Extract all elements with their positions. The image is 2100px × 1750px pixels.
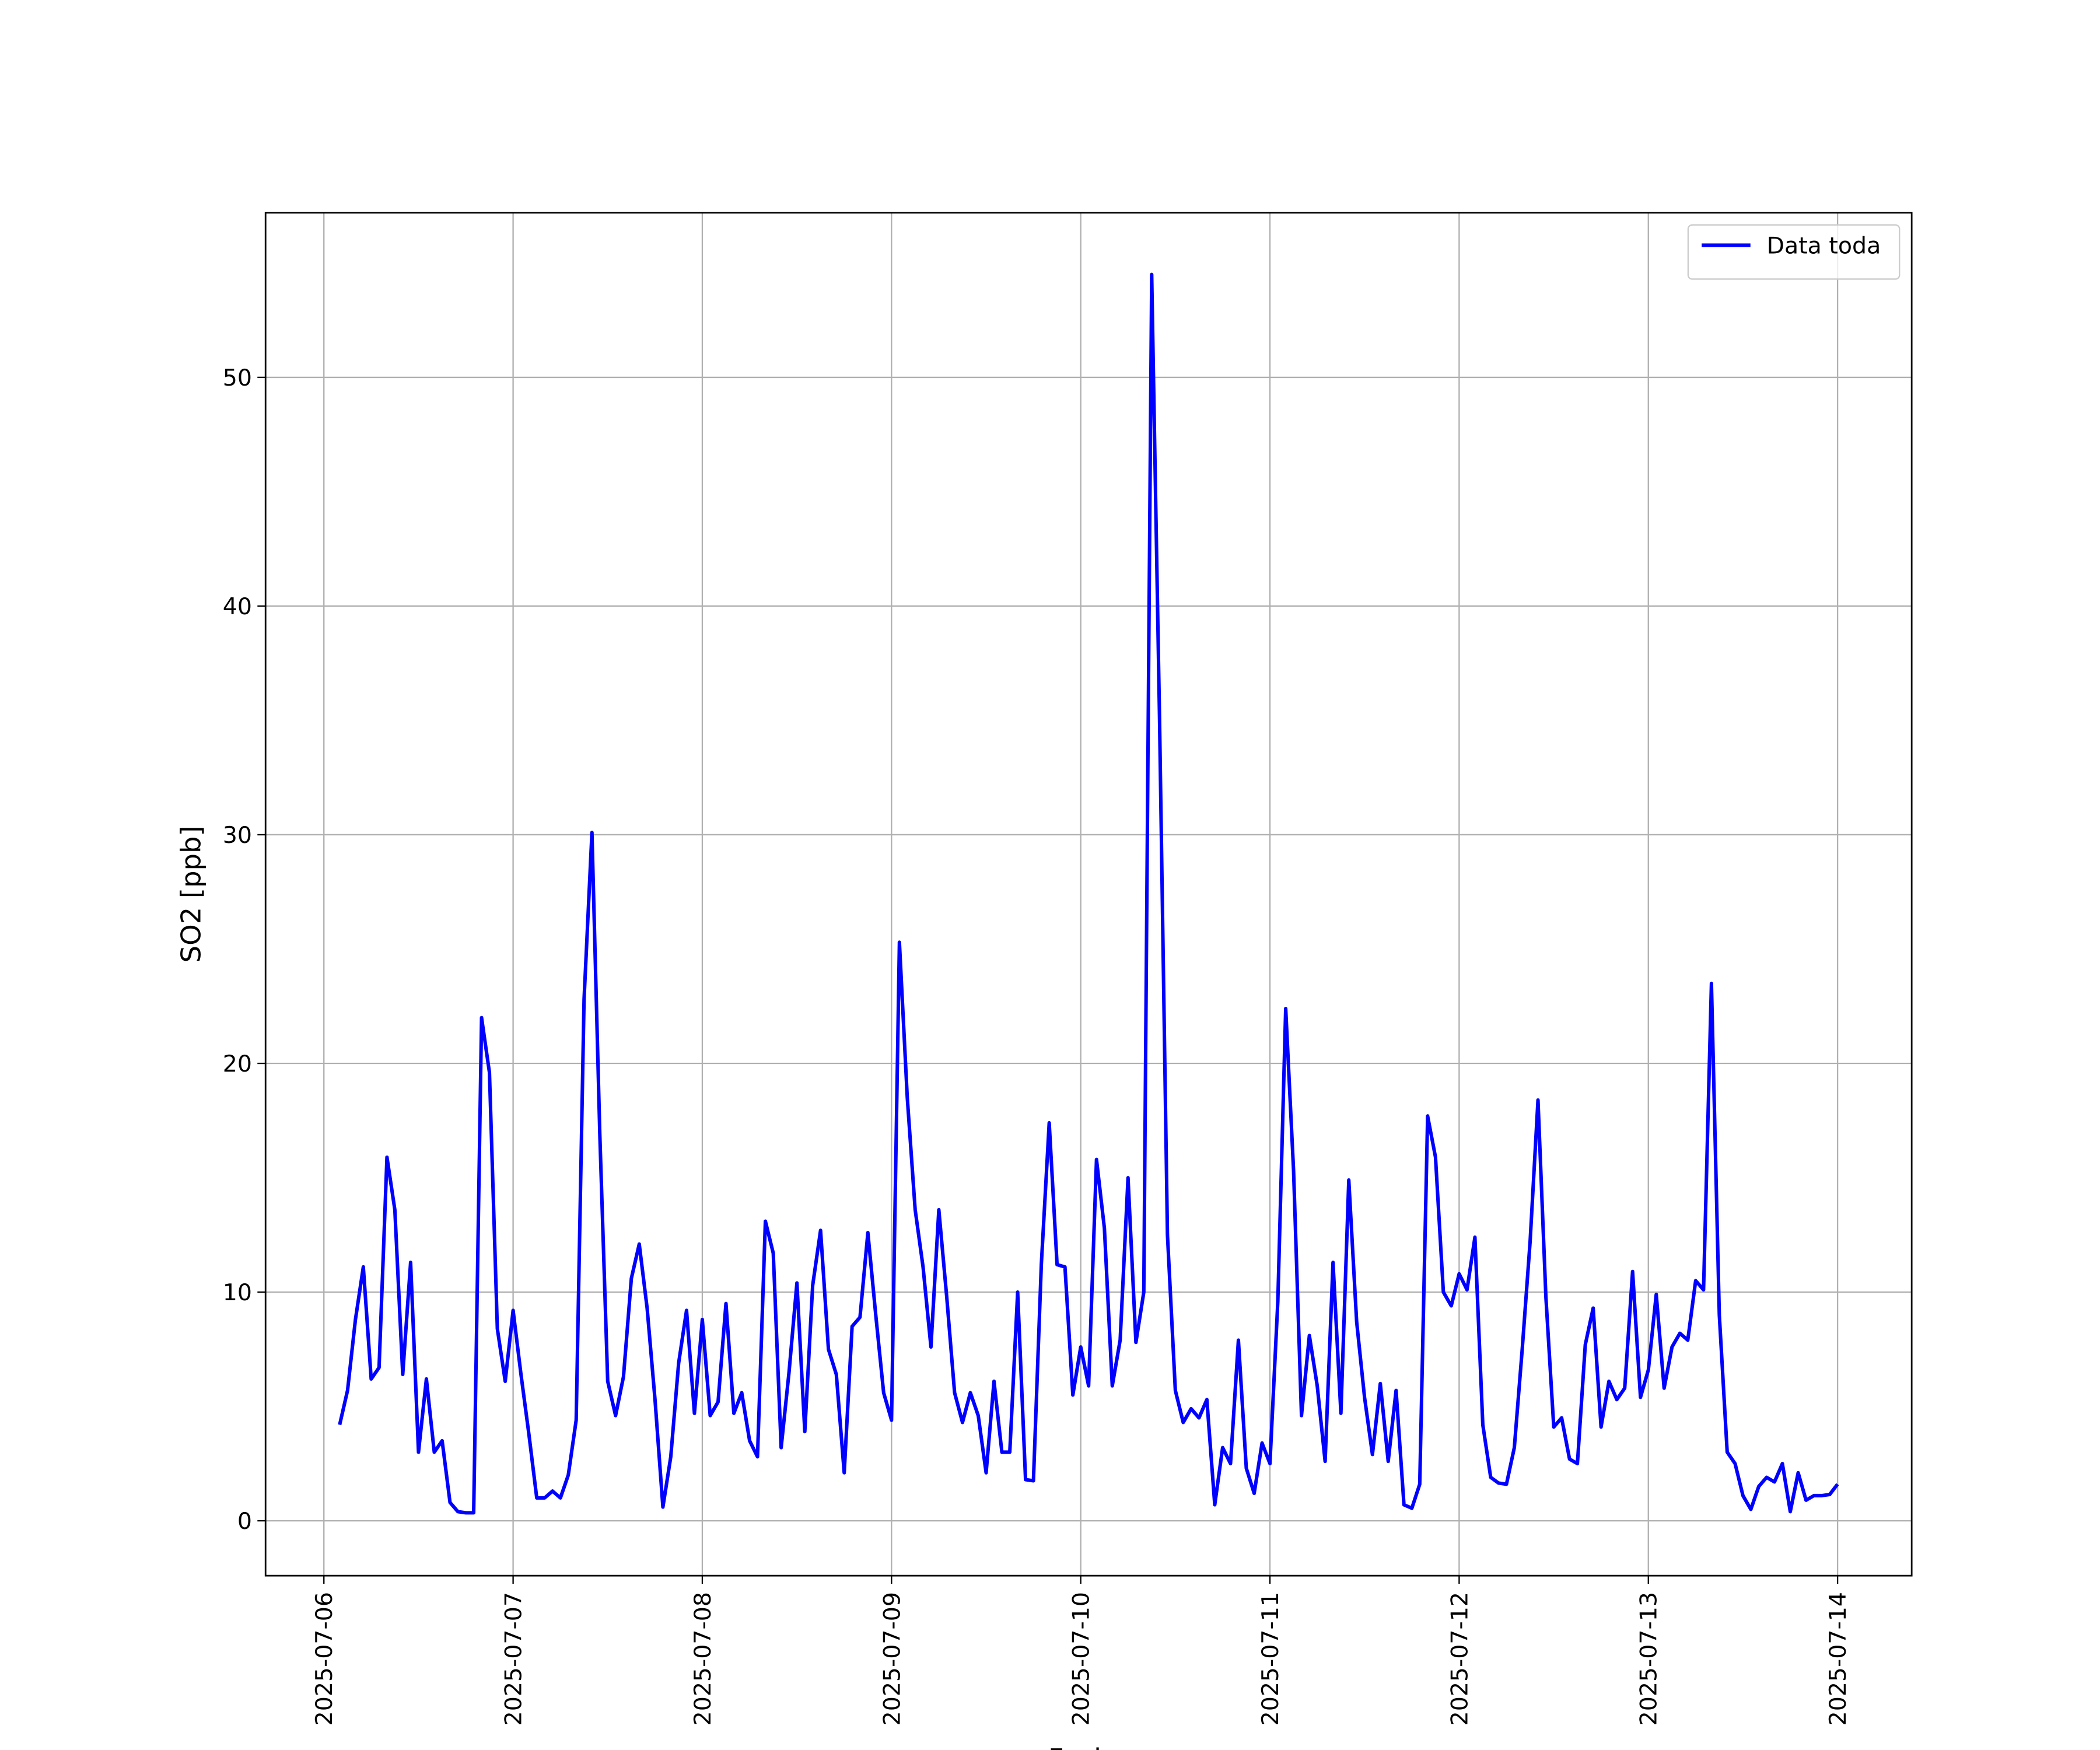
y-tick-label: 50 (223, 365, 252, 391)
data-line (338, 272, 1839, 1515)
plot (338, 272, 1839, 1515)
x-tick-label: 2025-07-09 (878, 1592, 905, 1726)
x-tick-label: 2025-07-08 (690, 1592, 716, 1726)
y-tick-label: 20 (223, 1051, 252, 1077)
x-tick-label: 2025-07-06 (311, 1592, 338, 1726)
legend-label: Data toda (1767, 232, 1881, 259)
legend: Data toda (1687, 224, 1901, 280)
x-tick-label: 2025-07-12 (1446, 1592, 1473, 1726)
x-tick-label: 2025-07-10 (1068, 1592, 1095, 1726)
y-tick-label: 0 (237, 1508, 252, 1535)
ticks: 0 10 20 30 40 50 2025-07-06 2025-07-07 2025-07-0… (223, 365, 1852, 1726)
y-axis-label: SO2 [ppb] (176, 825, 207, 963)
y-tick-label: 40 (223, 593, 252, 620)
x-tick-label: 2025-07-11 (1257, 1592, 1284, 1726)
axes-frame (264, 212, 1913, 1577)
legend-box (1687, 224, 1901, 280)
x-axis-label: Fecha (1048, 1743, 1128, 1750)
y-tick-label: 10 (223, 1279, 252, 1306)
x-tick-label: 2025-07-14 (1825, 1592, 1852, 1726)
y-tick-label: 30 (223, 822, 252, 849)
x-tick-label: 2025-07-13 (1636, 1592, 1662, 1726)
x-tick-label: 2025-07-07 (501, 1592, 527, 1726)
